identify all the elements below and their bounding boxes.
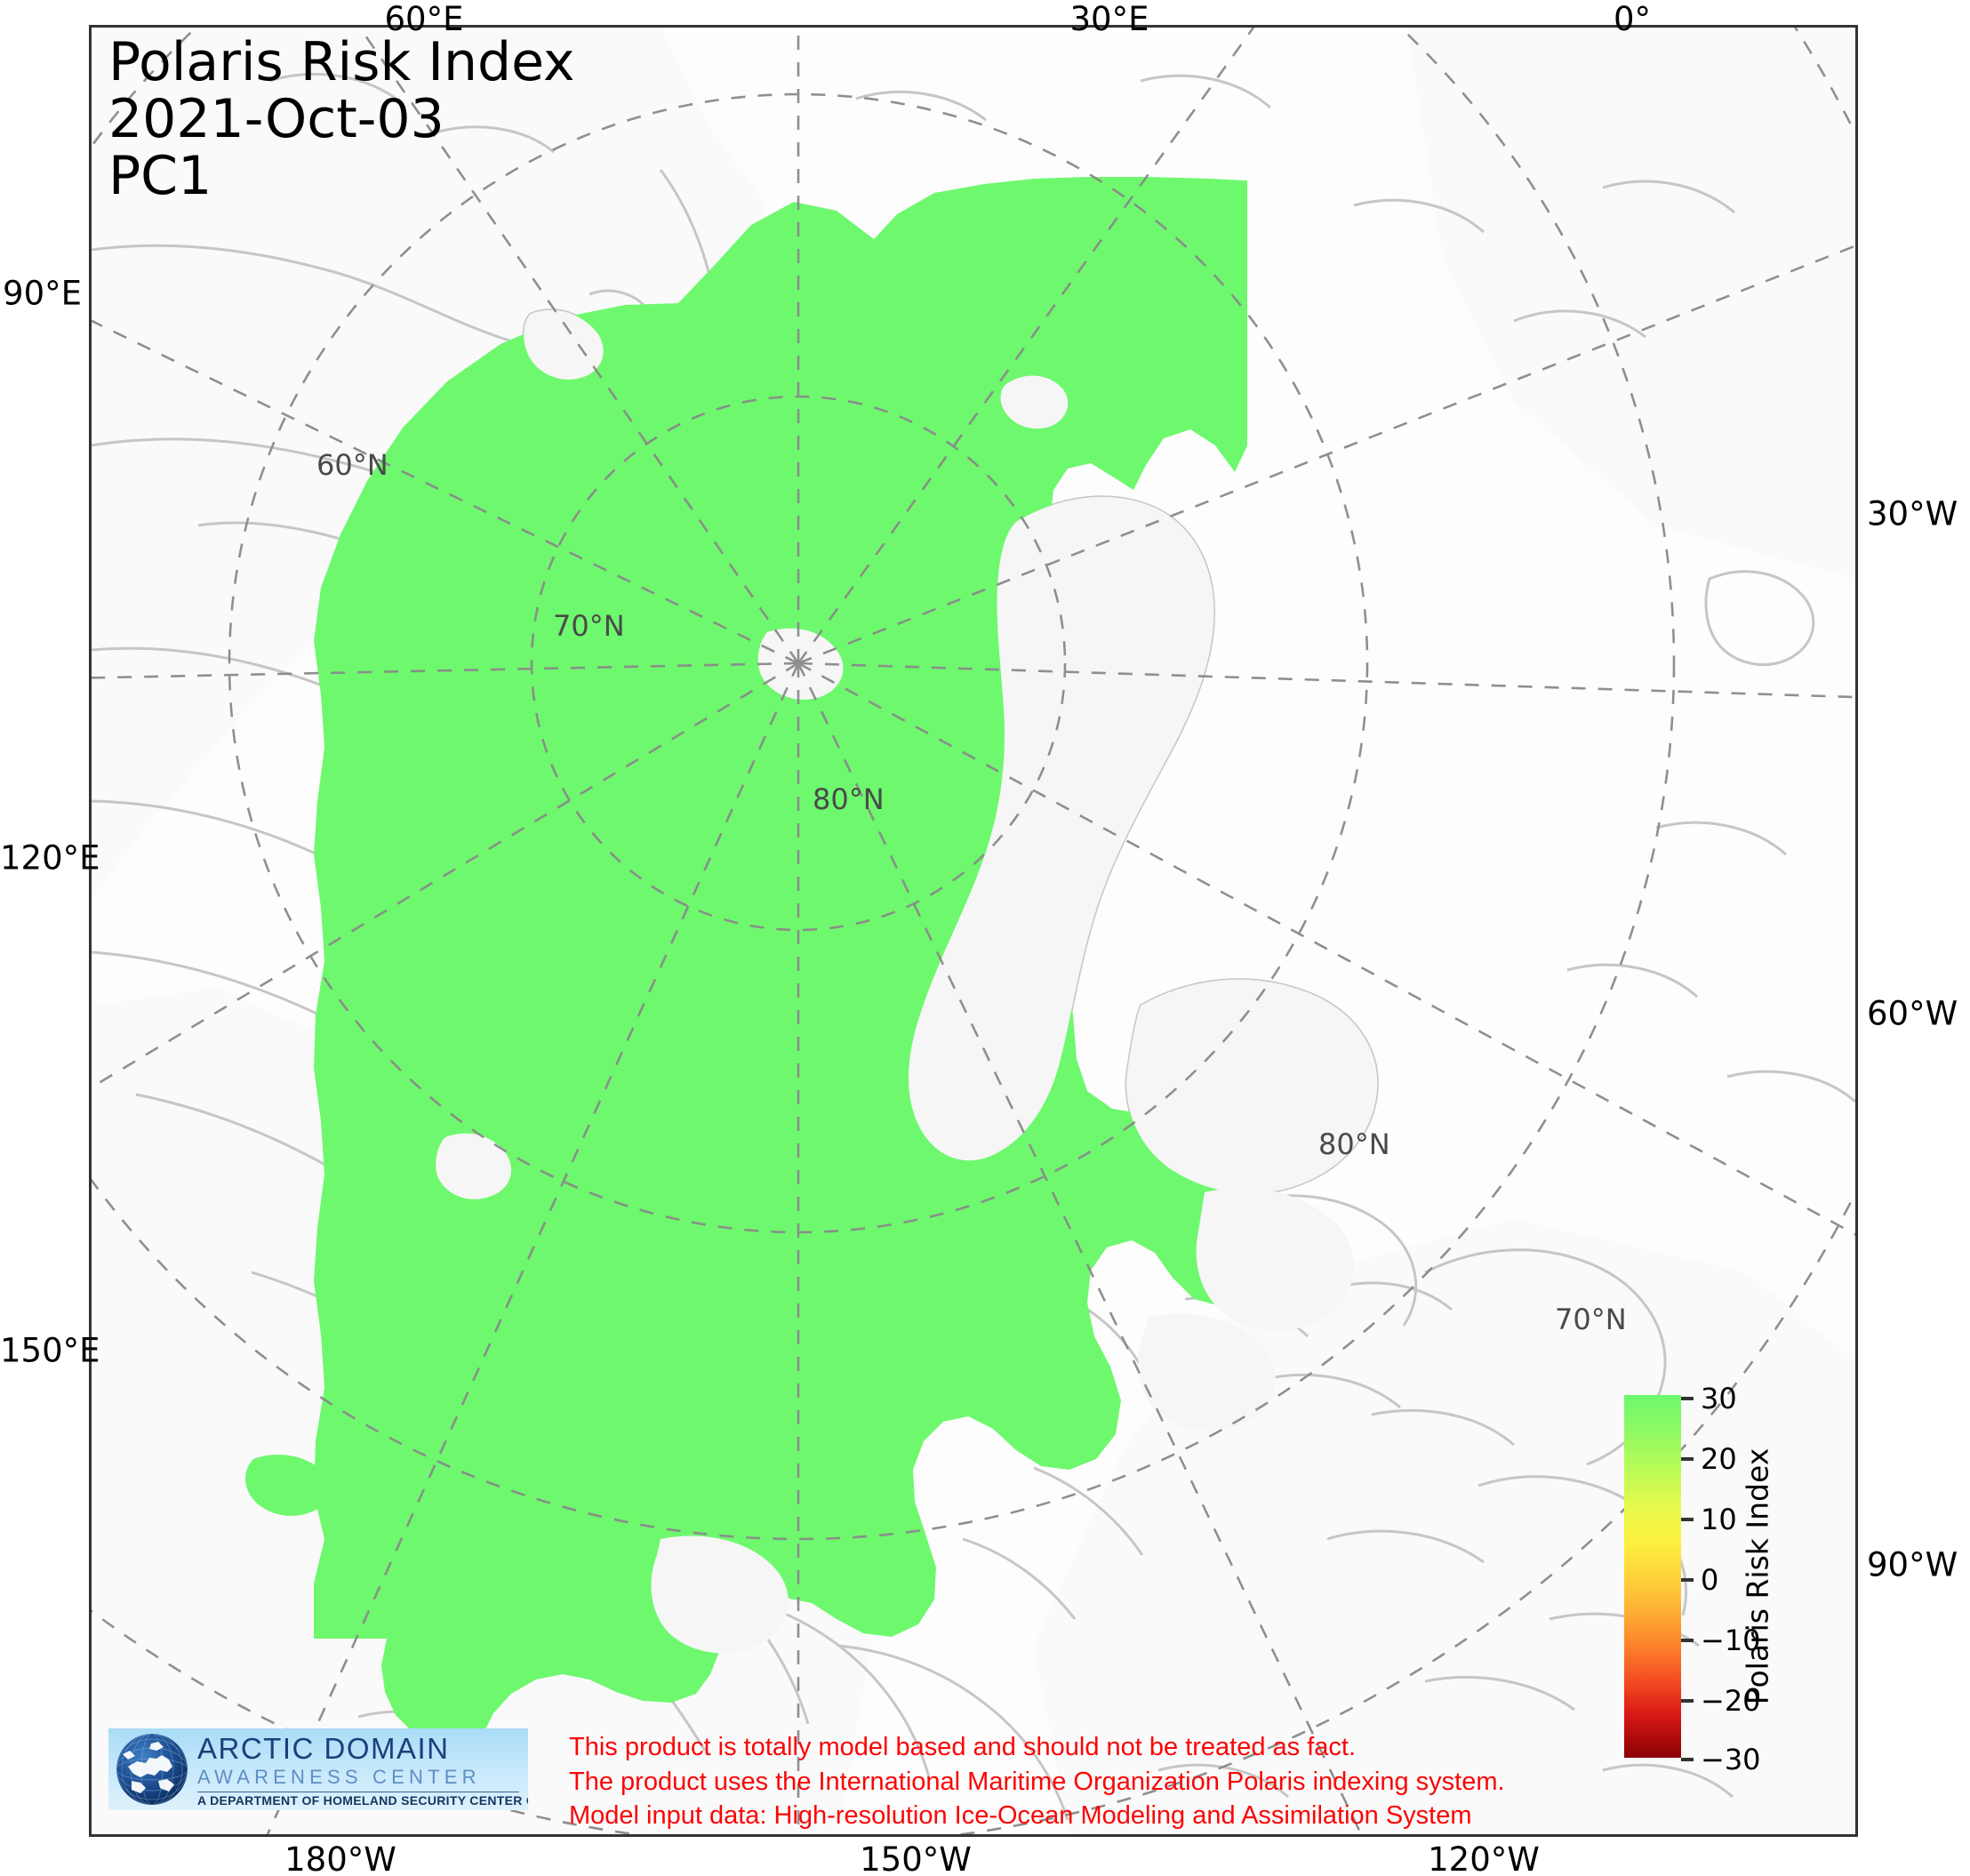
adac-title: ARCTIC DOMAIN: [197, 1732, 450, 1765]
axis-label-right: 90°W: [1867, 1545, 1958, 1584]
colorbar-tick-label: 10: [1701, 1503, 1737, 1536]
colorbar-axis-title: Polaris Risk Index: [1740, 1447, 1775, 1705]
colorbar[interactable]: 30 20 10 0 −10 −20 −30 Polaris Risk Inde…: [1624, 1374, 1802, 1783]
axis-label-left: 150°E: [0, 1331, 100, 1370]
adac-logo: ARCTIC DOMAIN AWARENESS CENTER A DEPARTM…: [108, 1728, 528, 1810]
axis-label-top: 60°E: [384, 0, 464, 38]
disclaimer-text: This product is totally model based and …: [569, 1730, 1505, 1833]
axis-label-top: 0°: [1613, 0, 1652, 38]
adac-subtitle: AWARENESS CENTER: [197, 1766, 481, 1788]
graticule-label: 70°N: [1555, 1303, 1627, 1336]
axis-label-right: 60°W: [1867, 994, 1958, 1033]
colorbar-tick-label: −30: [1701, 1743, 1761, 1776]
globe-icon: [116, 1734, 188, 1805]
axis-label-bottom: 120°W: [1428, 1840, 1540, 1876]
arctic-polar-map: [92, 28, 1855, 1834]
data-field-land-holes: [436, 309, 1378, 1654]
colorbar-tick: [1681, 1518, 1694, 1521]
colorbar-tick-label: 0: [1701, 1563, 1719, 1597]
colorbar-tick: [1681, 1578, 1694, 1582]
colorbar-tick-label: 20: [1701, 1442, 1737, 1476]
axis-label-left: 120°E: [0, 838, 100, 878]
axis-label-left: 90°E: [3, 274, 82, 313]
axis-label-right: 30°W: [1867, 494, 1958, 533]
axis-label-bottom: 180°W: [284, 1840, 396, 1876]
colorbar-tick: [1681, 1457, 1694, 1461]
colorbar-tick: [1681, 1699, 1694, 1703]
axis-label-top: 30°E: [1069, 0, 1149, 38]
colorbar-tick-label: −10: [1701, 1623, 1761, 1657]
disclaimer-line-2: The product uses the International Marit…: [569, 1767, 1505, 1796]
graticule-label: 70°N: [553, 609, 625, 643]
colorbar-gradient: [1624, 1395, 1681, 1758]
graticule-label: 60°N: [316, 448, 388, 482]
graticule-label: 80°N: [1318, 1127, 1390, 1161]
colorbar-tick: [1681, 1397, 1694, 1400]
disclaimer-line-3: Model input data: High-resolution Ice-Oc…: [569, 1801, 1472, 1831]
colorbar-tick-label: 30: [1701, 1382, 1737, 1415]
colorbar-tick: [1681, 1758, 1694, 1761]
axis-label-bottom: 150°W: [860, 1840, 972, 1876]
map-frame[interactable]: 60°N 70°N 80°N 80°N 70°N: [89, 25, 1858, 1837]
colorbar-tick: [1681, 1639, 1694, 1642]
adac-wordmark: ARCTIC DOMAIN AWARENESS CENTER A DEPARTM…: [197, 1730, 528, 1808]
adac-tagline: A DEPARTMENT OF HOMELAND SECURITY CENTER…: [197, 1793, 528, 1808]
colorbar-tick-label: −20: [1701, 1684, 1761, 1718]
graticule-label: 80°N: [813, 782, 885, 816]
disclaimer-line-1: This product is totally model based and …: [569, 1733, 1357, 1761]
